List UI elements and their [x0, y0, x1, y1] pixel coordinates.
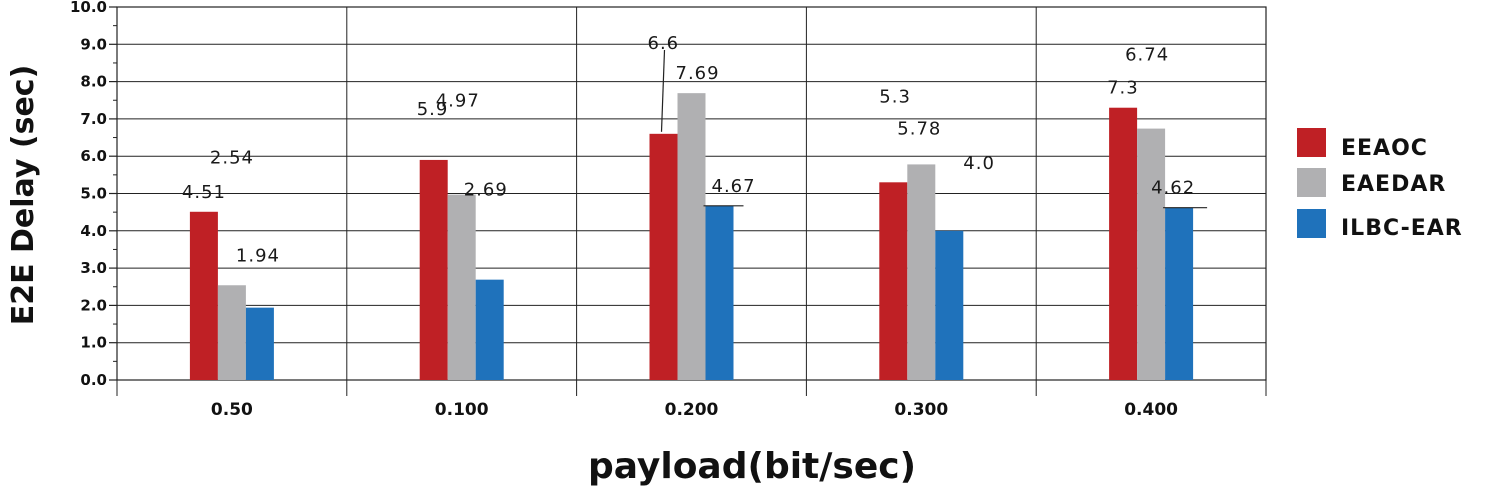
x-tick-label: 0.400 [1124, 400, 1178, 420]
data-label: 2.54 [210, 147, 254, 168]
data-label: 4.51 [182, 182, 226, 203]
data-label: 2.69 [464, 180, 508, 201]
bar-ilbc-ear [245, 307, 274, 380]
bar-eeaoc [189, 211, 218, 380]
y-tick-label: 0.0 [80, 371, 107, 389]
data-label: 7.3 [1107, 78, 1139, 99]
y-tick-label: 7.0 [80, 110, 107, 128]
data-label: 6.6 [648, 33, 680, 54]
y-tick-label: 1.0 [80, 334, 107, 352]
data-label: 7.69 [676, 63, 720, 84]
data-label: 5.9 [417, 99, 449, 120]
legend-label-ilbc-ear: ILBC-EAR [1341, 216, 1463, 241]
y-tick-label: 3.0 [80, 259, 107, 277]
x-tick-label: 0.100 [435, 400, 489, 420]
legend-label-eeaoc: EEAOC [1341, 136, 1428, 161]
bar-eeaoc [879, 182, 908, 380]
bar-ilbc-ear [1165, 207, 1194, 380]
data-labels: 4.51 2.54 1.94 5.94.97 2.69 6.6 7.69 4.67 5.3 5.7… [182, 33, 1208, 267]
x-tick-label: 0.200 [665, 400, 719, 420]
y-axis-title: E2E Delay (sec) [6, 65, 41, 326]
data-label: 5.78 [897, 118, 941, 139]
bar-eaedar [1137, 128, 1166, 380]
bar-eaedar [907, 164, 936, 380]
bar-eaedar [217, 285, 246, 380]
legend-swatch-ilbc-ear [1297, 209, 1326, 238]
x-axis-title: payload(bit/sec) [588, 446, 916, 486]
bar-eeaoc [1109, 107, 1138, 381]
bar-eeaoc [649, 133, 678, 380]
y-tick-label: 10.0 [70, 0, 107, 16]
data-label: 5.3 [879, 86, 911, 107]
legend-swatch-eeaoc [1297, 128, 1326, 157]
leader-line [660, 49, 666, 132]
legend-swatch-eaedar [1297, 168, 1326, 197]
x-tick-label: 0.300 [894, 400, 948, 420]
y-tick-label: 2.0 [80, 296, 107, 314]
y-tick-label: 9.0 [80, 35, 107, 53]
gridlines [116, 6, 1267, 396]
y-tick-label: 5.0 [80, 185, 107, 203]
bar-eeaoc [419, 159, 448, 380]
data-label: 4.0 [963, 153, 995, 174]
y-tick-label: 6.0 [80, 147, 107, 165]
data-label: 4.67 [712, 176, 756, 197]
data-label: 6.74 [1125, 45, 1169, 66]
legend: EEAOC EAEDAR ILBC-EAR [1297, 128, 1463, 241]
bar-eaedar [447, 194, 476, 380]
data-label: 1.94 [236, 246, 280, 267]
bar-ilbc-ear [705, 205, 734, 380]
y-tick-label: 8.0 [80, 73, 107, 91]
bar-ilbc-ear [935, 230, 964, 380]
bar-ilbc-ear [475, 279, 504, 380]
bar-eaedar [677, 93, 706, 381]
axes: 0.0 1.0 2.0 3.0 4.0 5.0 6.0 7.0 8.0 9.0 10.0 0.50 0.… [70, 0, 1178, 420]
data-label: 4.62 [1151, 178, 1195, 199]
data-label: 4.97 [436, 91, 480, 112]
y-tick-label: 4.0 [80, 222, 107, 240]
x-tick-label: 0.50 [211, 400, 253, 420]
bars [189, 93, 1194, 381]
legend-label-eaedar: EAEDAR [1341, 172, 1446, 197]
